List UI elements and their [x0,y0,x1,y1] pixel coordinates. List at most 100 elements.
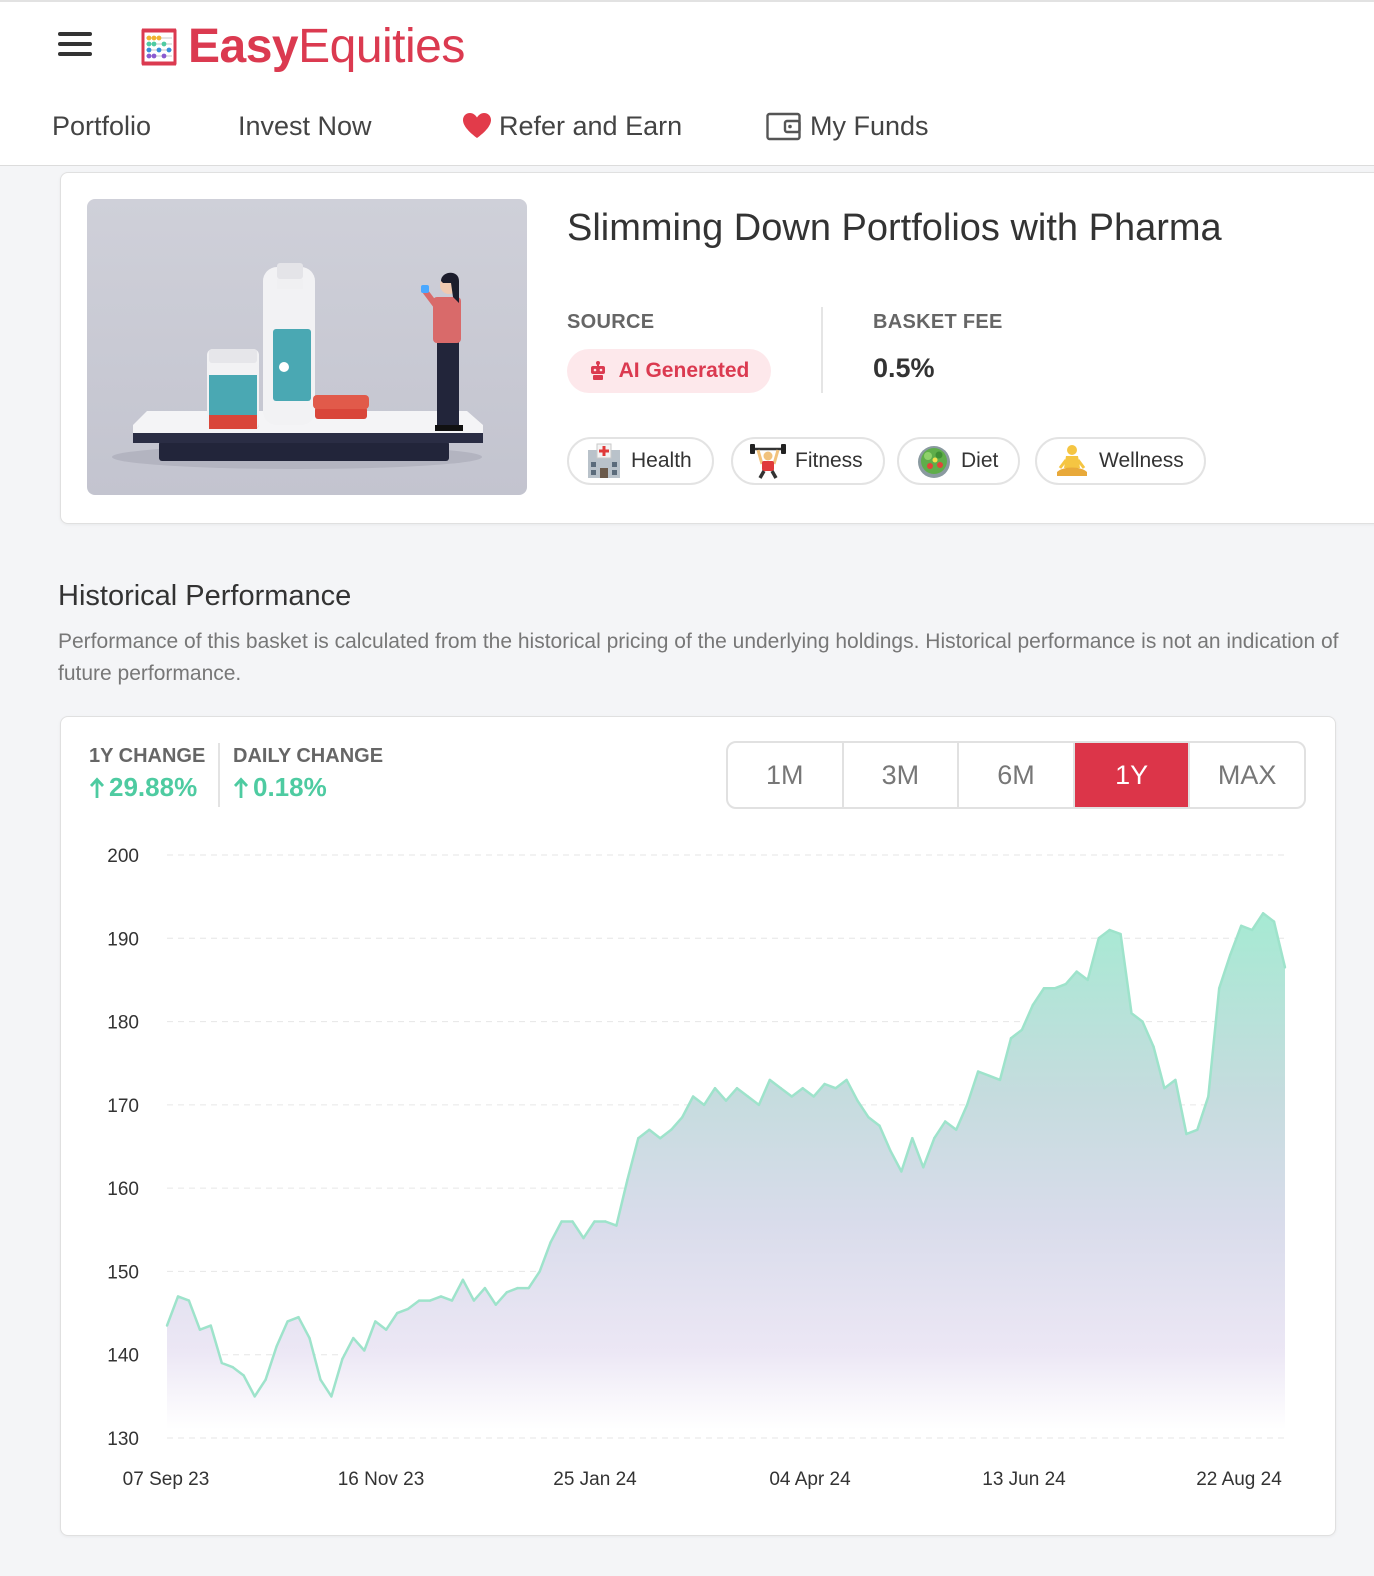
chart-point [187,1299,191,1302]
chart-point [297,1316,300,1319]
ai-generated-badge: AI Generated [567,349,771,393]
chart-point [1185,1132,1188,1136]
nav-item-refer-and-earn[interactable]: Refer and Earn [463,106,682,146]
range-selector: 1M 3M 6M 1Y MAX [726,741,1306,809]
brand-name-easy: Easy [188,19,299,73]
chart-point [757,1103,761,1107]
chart-point [1141,1020,1144,1023]
chart-point [341,1357,344,1361]
tag-health[interactable]: Health [567,437,714,485]
chart-point [889,1149,892,1152]
chart-point [1207,1095,1210,1098]
chart-point [998,1078,1002,1082]
chart-point [911,1137,914,1140]
daily-change: 0.18% [233,772,327,803]
chart-point [1086,978,1089,982]
chart-point [735,1087,739,1090]
chart-point [198,1328,202,1331]
chart-point [1009,1037,1013,1040]
abacus-icon [141,28,177,66]
hamburger-menu-icon[interactable] [58,30,92,58]
range-3m-button[interactable]: 3M [844,743,960,807]
basket-hero-image [87,199,527,495]
chart-point [1283,966,1287,969]
wallet-icon [766,112,801,141]
chart-point [516,1286,519,1290]
brand-logo[interactable]: EasyEquities [140,18,465,74]
chart-point [867,1116,870,1119]
chart-point [1261,912,1265,915]
chart-point [691,1095,695,1098]
nav-item-label: Refer and Earn [499,110,683,141]
range-1y-button[interactable]: 1Y [1074,743,1191,807]
chart-point [1218,987,1221,990]
chart-point [209,1324,212,1327]
source-value: AI Generated [618,359,750,382]
weightlifter-icon [750,444,786,479]
chart-point [1053,987,1056,990]
chart-point [494,1303,497,1306]
chart-point [571,1220,574,1223]
tag-fitness[interactable]: Fitness [731,437,885,485]
performance-chart-card: 1Y CHANGE 29.88% DAILY CHANGE 0.18% 1M 3… [60,716,1336,1536]
change-1y: 29.88% [89,772,197,803]
nav-item-label: My Funds [810,110,929,141]
nav-item-my-funds[interactable]: My Funds [766,106,929,146]
chart-point [1250,928,1254,932]
chart-point [1196,1128,1199,1131]
basket-summary-card: Slimming Down Portfolios with Pharma SOU… [60,172,1374,524]
chart-point [220,1361,223,1365]
hospital-icon [588,443,620,478]
chart-point [944,1120,947,1123]
nav-item-label: Invest Now [238,110,372,141]
chart-point [439,1295,443,1298]
daily-change-value: 0.18% [253,772,327,802]
chart-point [845,1078,848,1082]
chart-point [1075,970,1078,973]
nav-item-invest-now[interactable]: Invest Now [238,106,372,146]
chart-point [626,1178,629,1181]
chart-point [450,1299,454,1302]
brand-name-equities: Equities [298,19,465,73]
chart-point [856,1099,859,1102]
tag-diet[interactable]: Diet [897,437,1021,485]
chart-point [1229,953,1232,957]
nav-item-label: Portfolio [52,110,152,141]
x-tick-label: 25 Jan 24 [553,1469,637,1490]
chart-point [275,1345,278,1348]
x-tick-label: 16 Nov 23 [338,1469,425,1490]
range-6m-button[interactable]: 6M [959,743,1075,807]
chart-point [396,1311,399,1315]
basket-title: Slimming Down Portfolios with Pharma [567,207,1222,249]
change-1y-value: 29.88% [109,772,198,802]
salad-icon [918,446,950,478]
chart-area [167,913,1285,1430]
chart-point [976,1070,980,1073]
chart-point [582,1236,585,1240]
basket-fee-label: BASKET FEE [873,311,1003,333]
chart-point [933,1137,936,1140]
nav-item-portfolio[interactable]: Portfolio [52,106,151,146]
chart-point [724,1099,728,1102]
source-label: SOURCE [567,311,655,333]
chart-point [790,1095,793,1098]
historical-performance-title: Historical Performance [58,580,352,612]
tag-wellness[interactable]: Wellness [1035,437,1206,485]
chart-point [406,1307,410,1311]
chart-point [1097,937,1100,940]
range-1m-button[interactable]: 1M [728,743,844,807]
chart-point [385,1328,388,1331]
tag-label: Health [631,449,692,472]
chart-point [615,1224,618,1227]
chart-point [648,1128,651,1131]
chart-point [319,1378,322,1381]
x-tick-label: 22 Aug 24 [1196,1469,1282,1490]
y-tick-label: 130 [107,1429,139,1450]
y-tick-label: 200 [107,846,139,867]
chart-point [812,1095,815,1098]
chart-point [176,1295,180,1298]
chart-point [1108,928,1111,932]
range-max-button[interactable]: MAX [1217,759,1277,790]
chart-point [264,1378,267,1381]
chart-point [878,1124,881,1127]
